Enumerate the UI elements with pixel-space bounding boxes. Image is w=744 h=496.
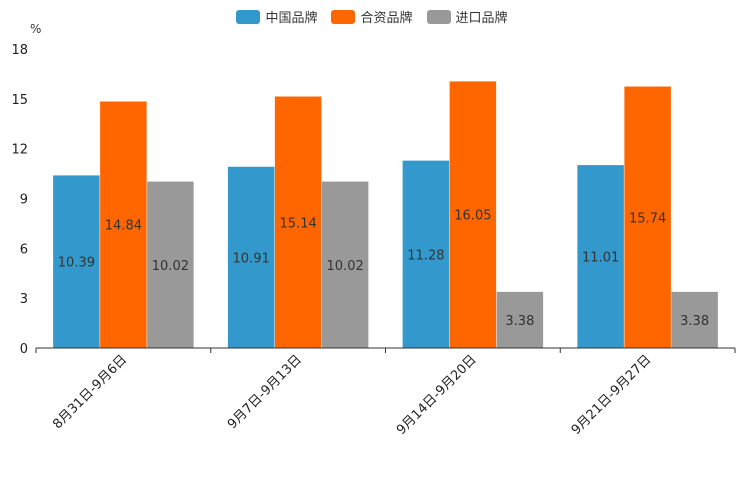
legend-item-import[interactable]: 进口品牌 xyxy=(426,7,508,26)
legend-swatch-jv xyxy=(331,9,356,24)
bar xyxy=(449,81,497,349)
bar-value-label: 10.39 xyxy=(58,256,95,271)
bar xyxy=(624,86,671,349)
bar xyxy=(53,175,100,348)
bar-value-label: 14.84 xyxy=(105,219,142,234)
bar xyxy=(147,181,194,348)
bar xyxy=(274,96,322,348)
bar xyxy=(321,181,369,348)
chart-legend: 中国品牌 合资品牌 进口品牌 xyxy=(0,7,744,26)
bar-value-label: 10.02 xyxy=(327,259,364,274)
y-tick-label: 6 xyxy=(20,242,28,257)
legend-item-jv[interactable]: 合资品牌 xyxy=(331,7,413,26)
bar-value-label: 3.38 xyxy=(680,314,709,329)
bar-value-label: 16.05 xyxy=(454,209,491,224)
bar xyxy=(671,291,718,348)
bar-value-label: 15.14 xyxy=(280,216,317,231)
y-tick-label: 3 xyxy=(20,292,28,307)
y-tick-label: 0 xyxy=(20,342,28,357)
legend-label-china: 中国品牌 xyxy=(265,11,318,26)
legend-label-jv: 合资品牌 xyxy=(360,11,413,26)
legend-item-china[interactable]: 中国品牌 xyxy=(236,7,317,26)
bar-value-label: 3.38 xyxy=(505,314,534,329)
x-category-label: 9月14日-9月20日 xyxy=(394,352,480,438)
x-category-label: 9月7日-9月13日 xyxy=(225,352,305,432)
bar-value-label: 10.02 xyxy=(152,259,189,274)
legend-swatch-import xyxy=(426,9,451,24)
bar xyxy=(100,101,147,348)
bar xyxy=(496,291,544,348)
bar xyxy=(402,160,450,348)
y-axis-unit: % xyxy=(30,22,42,36)
x-category-label: 8月31日-9月6日 xyxy=(50,352,130,432)
y-tick-label: 9 xyxy=(20,193,28,208)
y-tick-label: 18 xyxy=(11,43,28,58)
y-tick-label: 12 xyxy=(11,143,28,158)
legend-swatch-china xyxy=(236,9,261,24)
y-tick-label: 15 xyxy=(11,93,28,108)
legend-label-import: 进口品牌 xyxy=(455,11,508,26)
bar-value-label: 10.91 xyxy=(233,251,270,266)
bar-value-label: 11.28 xyxy=(407,248,444,263)
x-category-label: 9月21日-9月27日 xyxy=(569,352,655,438)
bar-value-label: 11.01 xyxy=(582,251,619,266)
bar-value-label: 15.74 xyxy=(629,211,666,226)
bar xyxy=(227,166,275,348)
bar xyxy=(577,165,624,348)
